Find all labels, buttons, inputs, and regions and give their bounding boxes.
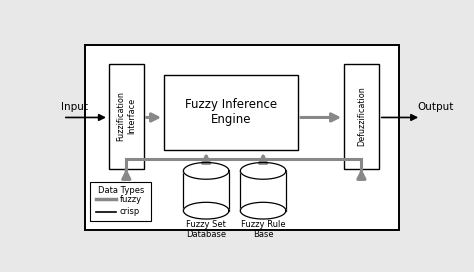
Polygon shape xyxy=(240,162,286,179)
Text: Defuzzification: Defuzzification xyxy=(357,86,366,146)
Polygon shape xyxy=(183,202,229,219)
Polygon shape xyxy=(240,171,286,211)
FancyBboxPatch shape xyxy=(91,183,151,221)
Text: Data Types: Data Types xyxy=(98,186,144,194)
Text: Input: Input xyxy=(61,102,88,112)
Text: Output: Output xyxy=(418,102,454,112)
Text: crisp: crisp xyxy=(120,207,140,216)
Polygon shape xyxy=(240,202,286,219)
FancyBboxPatch shape xyxy=(85,45,399,230)
Text: fuzzy: fuzzy xyxy=(120,195,142,204)
FancyBboxPatch shape xyxy=(164,75,298,150)
Polygon shape xyxy=(183,171,229,211)
FancyBboxPatch shape xyxy=(109,64,144,169)
Text: Fuzzy Rule
Base: Fuzzy Rule Base xyxy=(241,220,285,239)
Text: Fuzzy Inference
Engine: Fuzzy Inference Engine xyxy=(185,98,277,126)
Text: Fuzzification
Interface: Fuzzification Interface xyxy=(117,91,136,141)
FancyBboxPatch shape xyxy=(344,64,379,169)
Text: Fuzzy Set
Database: Fuzzy Set Database xyxy=(186,220,226,239)
Polygon shape xyxy=(183,162,229,179)
